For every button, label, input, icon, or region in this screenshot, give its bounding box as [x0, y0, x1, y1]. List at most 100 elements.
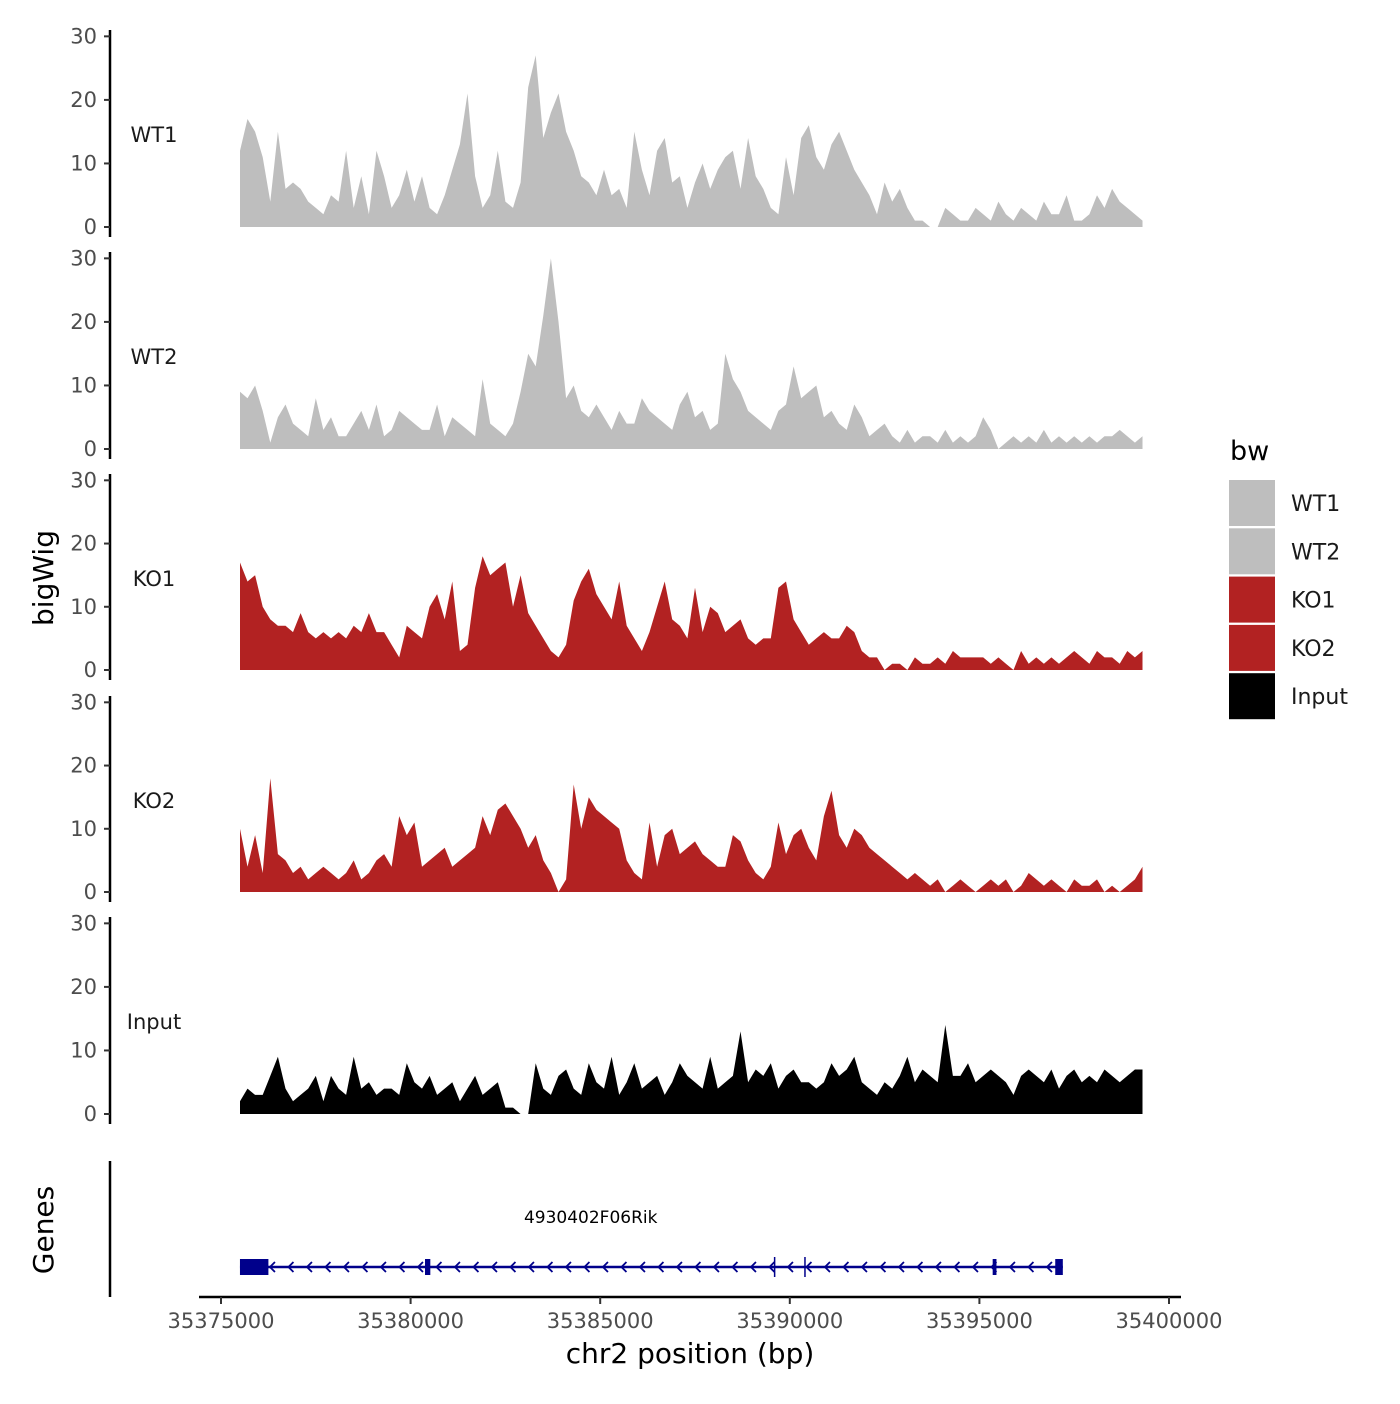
legend-key-wt1	[1229, 480, 1275, 526]
track-label: KO1	[133, 567, 176, 591]
y-tick-label: 30	[70, 246, 97, 270]
x-tick-label: 35400000	[1116, 1309, 1223, 1333]
y-tick-label: 0	[84, 658, 97, 682]
y-tick-label: 0	[84, 437, 97, 461]
legend-title: bw	[1230, 436, 1269, 467]
strand-arrow	[564, 1261, 572, 1273]
y-tick-label: 30	[70, 690, 97, 714]
strand-arrow	[712, 1261, 720, 1273]
gene-exon	[425, 1259, 431, 1275]
track-label: WT1	[131, 123, 178, 147]
y-tick-label: 10	[70, 817, 97, 841]
gene-exon	[239, 1259, 269, 1275]
strand-arrow	[1027, 1261, 1035, 1273]
signal-area-wt2	[240, 258, 1143, 449]
strand-arrow	[1045, 1261, 1053, 1273]
y-tick-label: 0	[84, 1102, 97, 1126]
y-tick-label: 30	[70, 468, 97, 492]
strand-arrow	[916, 1261, 924, 1273]
legend-key-ko1	[1229, 576, 1275, 623]
track-input: 0 10 20 30 Input	[70, 911, 1143, 1126]
strand-arrow	[953, 1261, 961, 1273]
strand-arrow	[1008, 1261, 1016, 1273]
strand-arrow	[268, 1261, 276, 1273]
strand-arrow	[731, 1261, 739, 1273]
strand-arrow	[490, 1261, 498, 1273]
strand-arrow	[527, 1261, 535, 1273]
strand-arrow	[601, 1261, 609, 1273]
y-tick-label: 0	[84, 215, 97, 239]
x-axis-title: chr2 position (bp)	[566, 1337, 815, 1370]
strand-arrow	[620, 1261, 628, 1273]
strand-arrow	[786, 1261, 794, 1273]
signal-area-ko1	[240, 556, 1143, 670]
x-tick-label: 35395000	[926, 1309, 1033, 1333]
strand-arrow	[971, 1261, 979, 1273]
legend: bw WT1 WT2 KO1 KO2 Input	[1229, 436, 1348, 720]
y-tick-label: 10	[70, 1038, 97, 1062]
gene-exon	[992, 1259, 997, 1275]
strand-arrow	[879, 1261, 887, 1273]
y-axis-title: bigWig	[27, 530, 60, 626]
tracks-layer: 0 10 20 30 WT1 0 10 20 30 WT2 0 10 20 30 KO1 0 10 20 30 KO2…	[70, 24, 1143, 1126]
y-tick-label: 20	[70, 310, 97, 334]
strand-arrow	[805, 1261, 813, 1273]
y-tick-label: 20	[70, 532, 97, 556]
x-tick-label: 35375000	[168, 1309, 275, 1333]
strand-arrow	[823, 1261, 831, 1273]
signal-area-wt1	[240, 55, 1143, 228]
track-label: WT2	[131, 345, 178, 369]
legend-label-ko1: KO1	[1291, 589, 1336, 614]
x-axis: 35375000 35380000 35385000 35390000 35395000…	[168, 1295, 1223, 1333]
strand-arrow	[435, 1261, 443, 1273]
legend-key-wt2	[1229, 528, 1275, 575]
track-wt2: 0 10 20 30 WT2	[70, 246, 1143, 461]
legend-label-input: Input	[1291, 685, 1348, 710]
x-tick-label: 35380000	[357, 1309, 464, 1333]
track-wt1: 0 10 20 30 WT1	[70, 24, 1143, 239]
strand-arrow	[472, 1261, 480, 1273]
y-tick-label: 20	[70, 754, 97, 778]
y-tick-label: 30	[70, 24, 97, 48]
y-tick-label: 10	[70, 373, 97, 397]
strand-arrow	[324, 1261, 332, 1273]
y-tick-label: 10	[70, 151, 97, 175]
strand-arrow	[583, 1261, 591, 1273]
strand-arrow	[398, 1261, 406, 1273]
strand-arrow	[749, 1261, 757, 1273]
gene-exon	[1055, 1259, 1063, 1275]
strand-arrow	[416, 1261, 424, 1273]
y-tick-label: 30	[70, 911, 97, 935]
strand-arrow	[768, 1261, 776, 1273]
strand-arrow	[509, 1261, 517, 1273]
strand-arrow	[675, 1261, 683, 1273]
legend-key-ko2	[1229, 624, 1275, 671]
x-tick-label: 35390000	[736, 1309, 843, 1333]
x-tick-label: 35385000	[547, 1309, 654, 1333]
genes-track-title: Genes	[27, 1186, 60, 1274]
strand-arrow	[694, 1261, 702, 1273]
strand-arrow	[934, 1261, 942, 1273]
strand-arrow	[342, 1261, 350, 1273]
track-label: Input	[127, 1010, 181, 1034]
strand-arrow	[453, 1261, 461, 1273]
strand-arrow	[638, 1261, 646, 1273]
strand-arrow	[842, 1261, 850, 1273]
track-ko1: 0 10 20 30 KO1	[70, 468, 1143, 682]
genes-layer: 4930402F06Rik	[108, 1161, 1063, 1297]
legend-label-wt2: WT2	[1291, 540, 1340, 565]
signal-area-input	[240, 1025, 1143, 1114]
strand-arrow	[657, 1261, 665, 1273]
signal-area-ko2	[240, 778, 1143, 892]
strand-arrow	[546, 1261, 554, 1273]
legend-key-input	[1229, 673, 1275, 720]
strand-arrow	[860, 1261, 868, 1273]
legend-label-wt1: WT1	[1291, 492, 1340, 517]
y-tick-label: 20	[70, 88, 97, 112]
strand-arrow	[361, 1261, 369, 1273]
legend-label-ko2: KO2	[1291, 637, 1336, 662]
strand-arrow	[287, 1261, 295, 1273]
y-tick-label: 20	[70, 975, 97, 999]
